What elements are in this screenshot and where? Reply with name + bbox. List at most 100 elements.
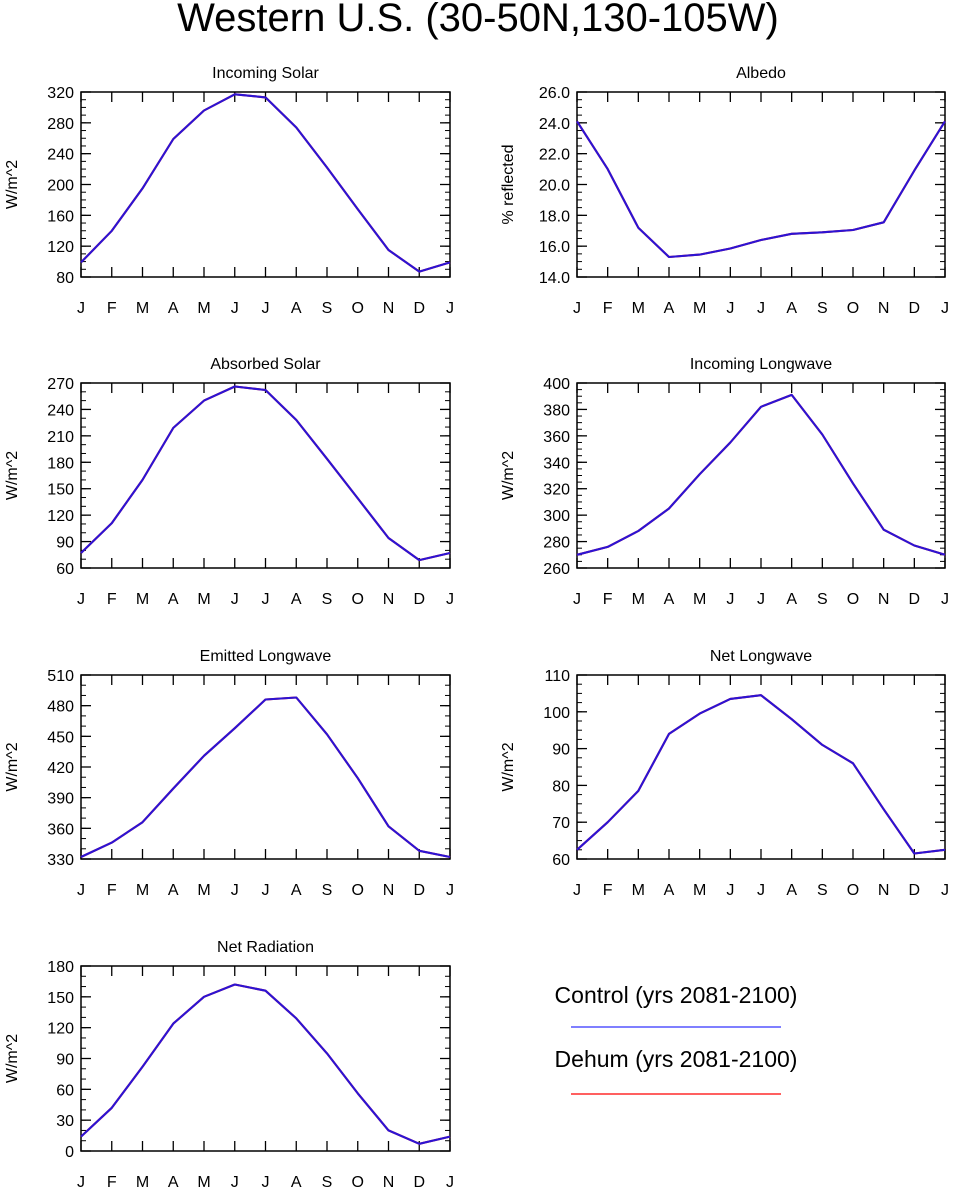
incoming-longwave-frame (576, 382, 946, 569)
incoming-longwave-xtick-label: J (573, 591, 581, 608)
net-longwave-xtick-label: N (878, 882, 890, 899)
incoming-longwave-ytick-label: 260 (543, 561, 570, 578)
net-radiation-xtick-label: J (262, 1174, 270, 1187)
absorbed-solar-xtick-label: S (322, 591, 333, 608)
incoming-longwave-ytick-label: 400 (543, 376, 570, 393)
incoming-longwave-xtick-label: M (693, 591, 706, 608)
absorbed-solar-series-dehum (80, 385, 451, 562)
net-radiation-title: Net Radiation (217, 939, 314, 956)
emitted-longwave-ytick-label: 480 (47, 699, 74, 716)
absorbed-solar-ytick-label: 240 (47, 402, 74, 419)
emitted-longwave-series-control (80, 696, 451, 859)
net-radiation-series-dehum (80, 983, 451, 1145)
emitted-longwave-xtick-label: S (322, 882, 333, 899)
albedo-xtick-label: D (909, 300, 921, 317)
incoming-longwave-ytick-label: 380 (543, 402, 570, 419)
incoming-solar-ytick-label: 120 (47, 239, 74, 256)
absorbed-solar-xtick-label: O (352, 591, 364, 608)
incoming-solar-xtick-label: F (107, 300, 117, 317)
emitted-longwave-xtick-label: A (291, 882, 302, 899)
albedo-ytick-label: 18.0 (539, 208, 570, 225)
albedo-ytick-label: 26.0 (539, 85, 570, 102)
incoming-solar-series-dehum (80, 93, 451, 273)
absorbed-solar-frame (80, 382, 451, 569)
incoming-longwave-xtick-label: N (878, 591, 890, 608)
net-longwave-xtick-label: A (786, 882, 797, 899)
absorbed-solar-ytick-label: 60 (56, 561, 74, 578)
panel-albedo: Albedo % reflected 14.0 16.0 18.0 20.0 22.0 24.… (500, 65, 949, 317)
albedo-ytick-label: 20.0 (539, 178, 570, 195)
net-longwave-xtick-label: D (909, 882, 921, 899)
net-radiation-ylabel: W/m^2 (4, 1034, 21, 1083)
incoming-solar-ytick-label: 320 (47, 85, 74, 102)
incoming-longwave-title: Incoming Longwave (690, 356, 832, 373)
albedo-ytick-label: 16.0 (539, 239, 570, 256)
emitted-longwave-xtick-label: D (413, 882, 425, 899)
albedo-frame (576, 91, 946, 278)
absorbed-solar-xtick-label: J (77, 591, 85, 608)
incoming-longwave-series-dehum (576, 393, 946, 556)
net-longwave-series-control (576, 694, 946, 855)
emitted-longwave-series-dehum (80, 696, 451, 859)
incoming-solar-ytick-label: 280 (47, 116, 74, 133)
incoming-solar-xtick-label: J (231, 300, 239, 317)
net-longwave-title: Net Longwave (710, 648, 812, 665)
incoming-solar-xtick-label: M (197, 300, 210, 317)
incoming-longwave-xtick-label: J (726, 591, 734, 608)
net-radiation-xtick-label: S (322, 1174, 333, 1187)
net-radiation-ytick-label: 0 (65, 1144, 74, 1161)
emitted-longwave-xtick-label: A (168, 882, 179, 899)
albedo-ytick-label: 22.0 (539, 147, 570, 164)
net-radiation-xtick-label: D (413, 1174, 425, 1187)
incoming-longwave-ytick-label: 340 (543, 455, 570, 472)
emitted-longwave-xtick-label: M (197, 882, 210, 899)
panel-incoming-longwave: Incoming Longwave W/m^2 260 280 300 320 340 360… (500, 356, 949, 608)
net-radiation-frame (80, 965, 451, 1152)
absorbed-solar-xtick-label: J (262, 591, 270, 608)
absorbed-solar-series-control (80, 385, 451, 562)
net-longwave-xtick-label: J (757, 882, 765, 899)
incoming-solar-ytick-label: 80 (56, 270, 74, 287)
emitted-longwave-ytick-label: 420 (47, 760, 74, 777)
albedo-xtick-label: S (817, 300, 828, 317)
absorbed-solar-xtick-label: A (291, 591, 302, 608)
incoming-longwave-xtick-label: D (909, 591, 921, 608)
net-radiation-xtick-label: M (197, 1174, 210, 1187)
albedo-title: Albedo (736, 65, 786, 82)
incoming-longwave-xtick-label: M (632, 591, 645, 608)
absorbed-solar-xtick-label: D (413, 591, 425, 608)
incoming-solar-ytick-label: 200 (47, 178, 74, 195)
net-longwave-series-dehum (576, 694, 946, 855)
net-longwave-ytick-label: 100 (543, 705, 570, 722)
incoming-longwave-ylabel: W/m^2 (500, 451, 517, 500)
incoming-longwave-xtick-label: F (603, 591, 613, 608)
emitted-longwave-xtick-label: J (262, 882, 270, 899)
emitted-longwave-xtick-label: N (383, 882, 395, 899)
emitted-longwave-ytick-label: 450 (47, 729, 74, 746)
incoming-solar-title: Incoming Solar (212, 65, 319, 82)
net-radiation-xtick-label: J (446, 1174, 454, 1187)
absorbed-solar-xtick-label: N (383, 591, 395, 608)
figure-title: Western U.S. (30-50N,130-105W) (177, 0, 779, 40)
incoming-longwave-axes: 260 280 300 320 340 360 380 400 J F M A M J J A S O N D J (543, 376, 949, 608)
absorbed-solar-ytick-label: 210 (47, 429, 74, 446)
net-radiation-xtick-label: M (136, 1174, 149, 1187)
incoming-solar-xtick-label: A (168, 300, 179, 317)
absorbed-solar-ytick-label: 180 (47, 455, 74, 472)
panel-incoming-solar: Incoming Solar W/m^2 80 120 160 200 240 280 320 J… (4, 65, 454, 317)
absorbed-solar-axes: 60 90 120 150 180 210 240 270 J F M A M J J A S O N D J (47, 376, 454, 608)
albedo-xtick-label: J (941, 300, 949, 317)
net-radiation-xtick-label: J (231, 1174, 239, 1187)
albedo-series-dehum (576, 120, 946, 259)
albedo-xtick-label: A (786, 300, 797, 317)
incoming-solar-xtick-label: N (383, 300, 395, 317)
incoming-solar-xtick-label: M (136, 300, 149, 317)
net-radiation-ytick-label: 90 (56, 1052, 74, 1069)
emitted-longwave-xtick-label: J (77, 882, 85, 899)
incoming-solar-ytick-label: 160 (47, 208, 74, 225)
incoming-longwave-xtick-label: J (941, 591, 949, 608)
albedo-xtick-label: F (603, 300, 613, 317)
incoming-solar-xtick-label: J (446, 300, 454, 317)
absorbed-solar-xtick-label: M (197, 591, 210, 608)
net-radiation-xtick-label: A (168, 1174, 179, 1187)
